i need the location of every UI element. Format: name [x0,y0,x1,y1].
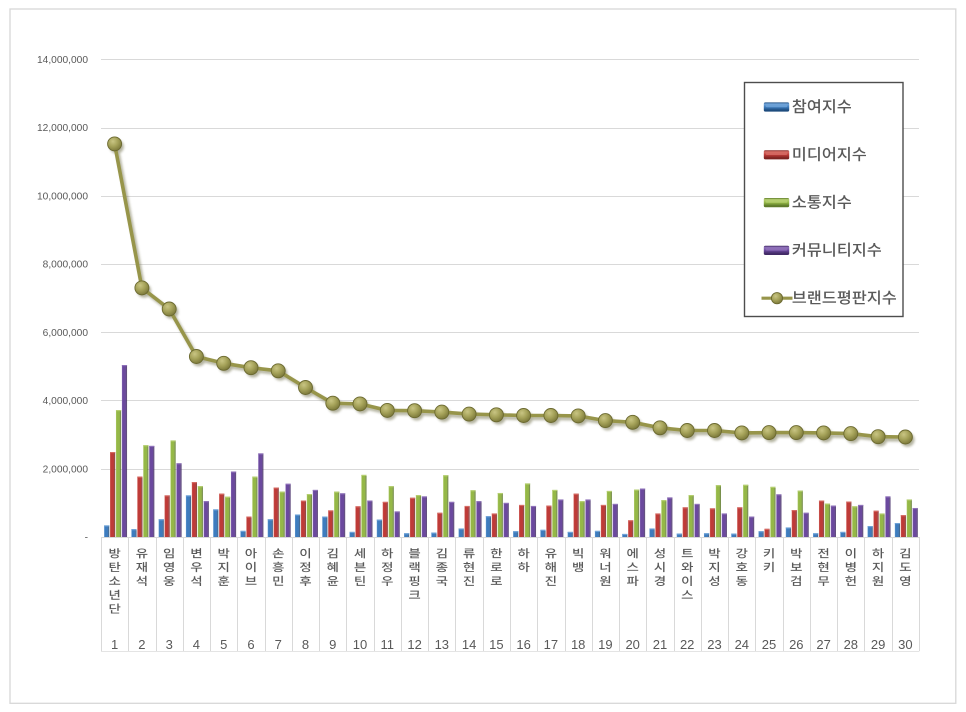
svg-text:21: 21 [653,637,667,652]
svg-text:29: 29 [871,637,885,652]
svg-text:5: 5 [220,637,227,652]
svg-text:15: 15 [489,637,503,652]
svg-text:12,000,000: 12,000,000 [37,123,88,134]
svg-text:20: 20 [625,637,639,652]
svg-text:27: 27 [816,637,830,652]
svg-text:16: 16 [516,637,530,652]
svg-text:10: 10 [353,637,367,652]
svg-text:13: 13 [435,637,449,652]
svg-text:26: 26 [789,637,803,652]
svg-text:28: 28 [844,637,858,652]
svg-text:24: 24 [735,637,749,652]
svg-text:14,000,000: 14,000,000 [37,55,88,66]
svg-text:18: 18 [571,637,585,652]
svg-text:8: 8 [302,637,309,652]
svg-text:6,000,000: 6,000,000 [43,328,89,339]
svg-text:4: 4 [193,637,200,652]
svg-text:12: 12 [407,637,421,652]
svg-text:6: 6 [247,637,254,652]
svg-text:30: 30 [898,637,912,652]
svg-text:19: 19 [598,637,612,652]
svg-text:7: 7 [275,637,282,652]
svg-text:11: 11 [381,637,395,652]
svg-text:25: 25 [762,637,776,652]
svg-text:2: 2 [138,637,145,652]
svg-text:2,000,000: 2,000,000 [43,464,89,475]
svg-text:1: 1 [111,637,118,652]
svg-text:23: 23 [707,637,721,652]
svg-text:9: 9 [329,637,336,652]
svg-text:22: 22 [680,637,694,652]
svg-text:8,000,000: 8,000,000 [43,260,89,271]
svg-text:10,000,000: 10,000,000 [37,191,88,202]
svg-text:4,000,000: 4,000,000 [43,396,89,407]
svg-text:-: - [85,533,88,544]
svg-text:17: 17 [544,637,558,652]
svg-text:14: 14 [462,637,476,652]
svg-text:3: 3 [166,637,173,652]
